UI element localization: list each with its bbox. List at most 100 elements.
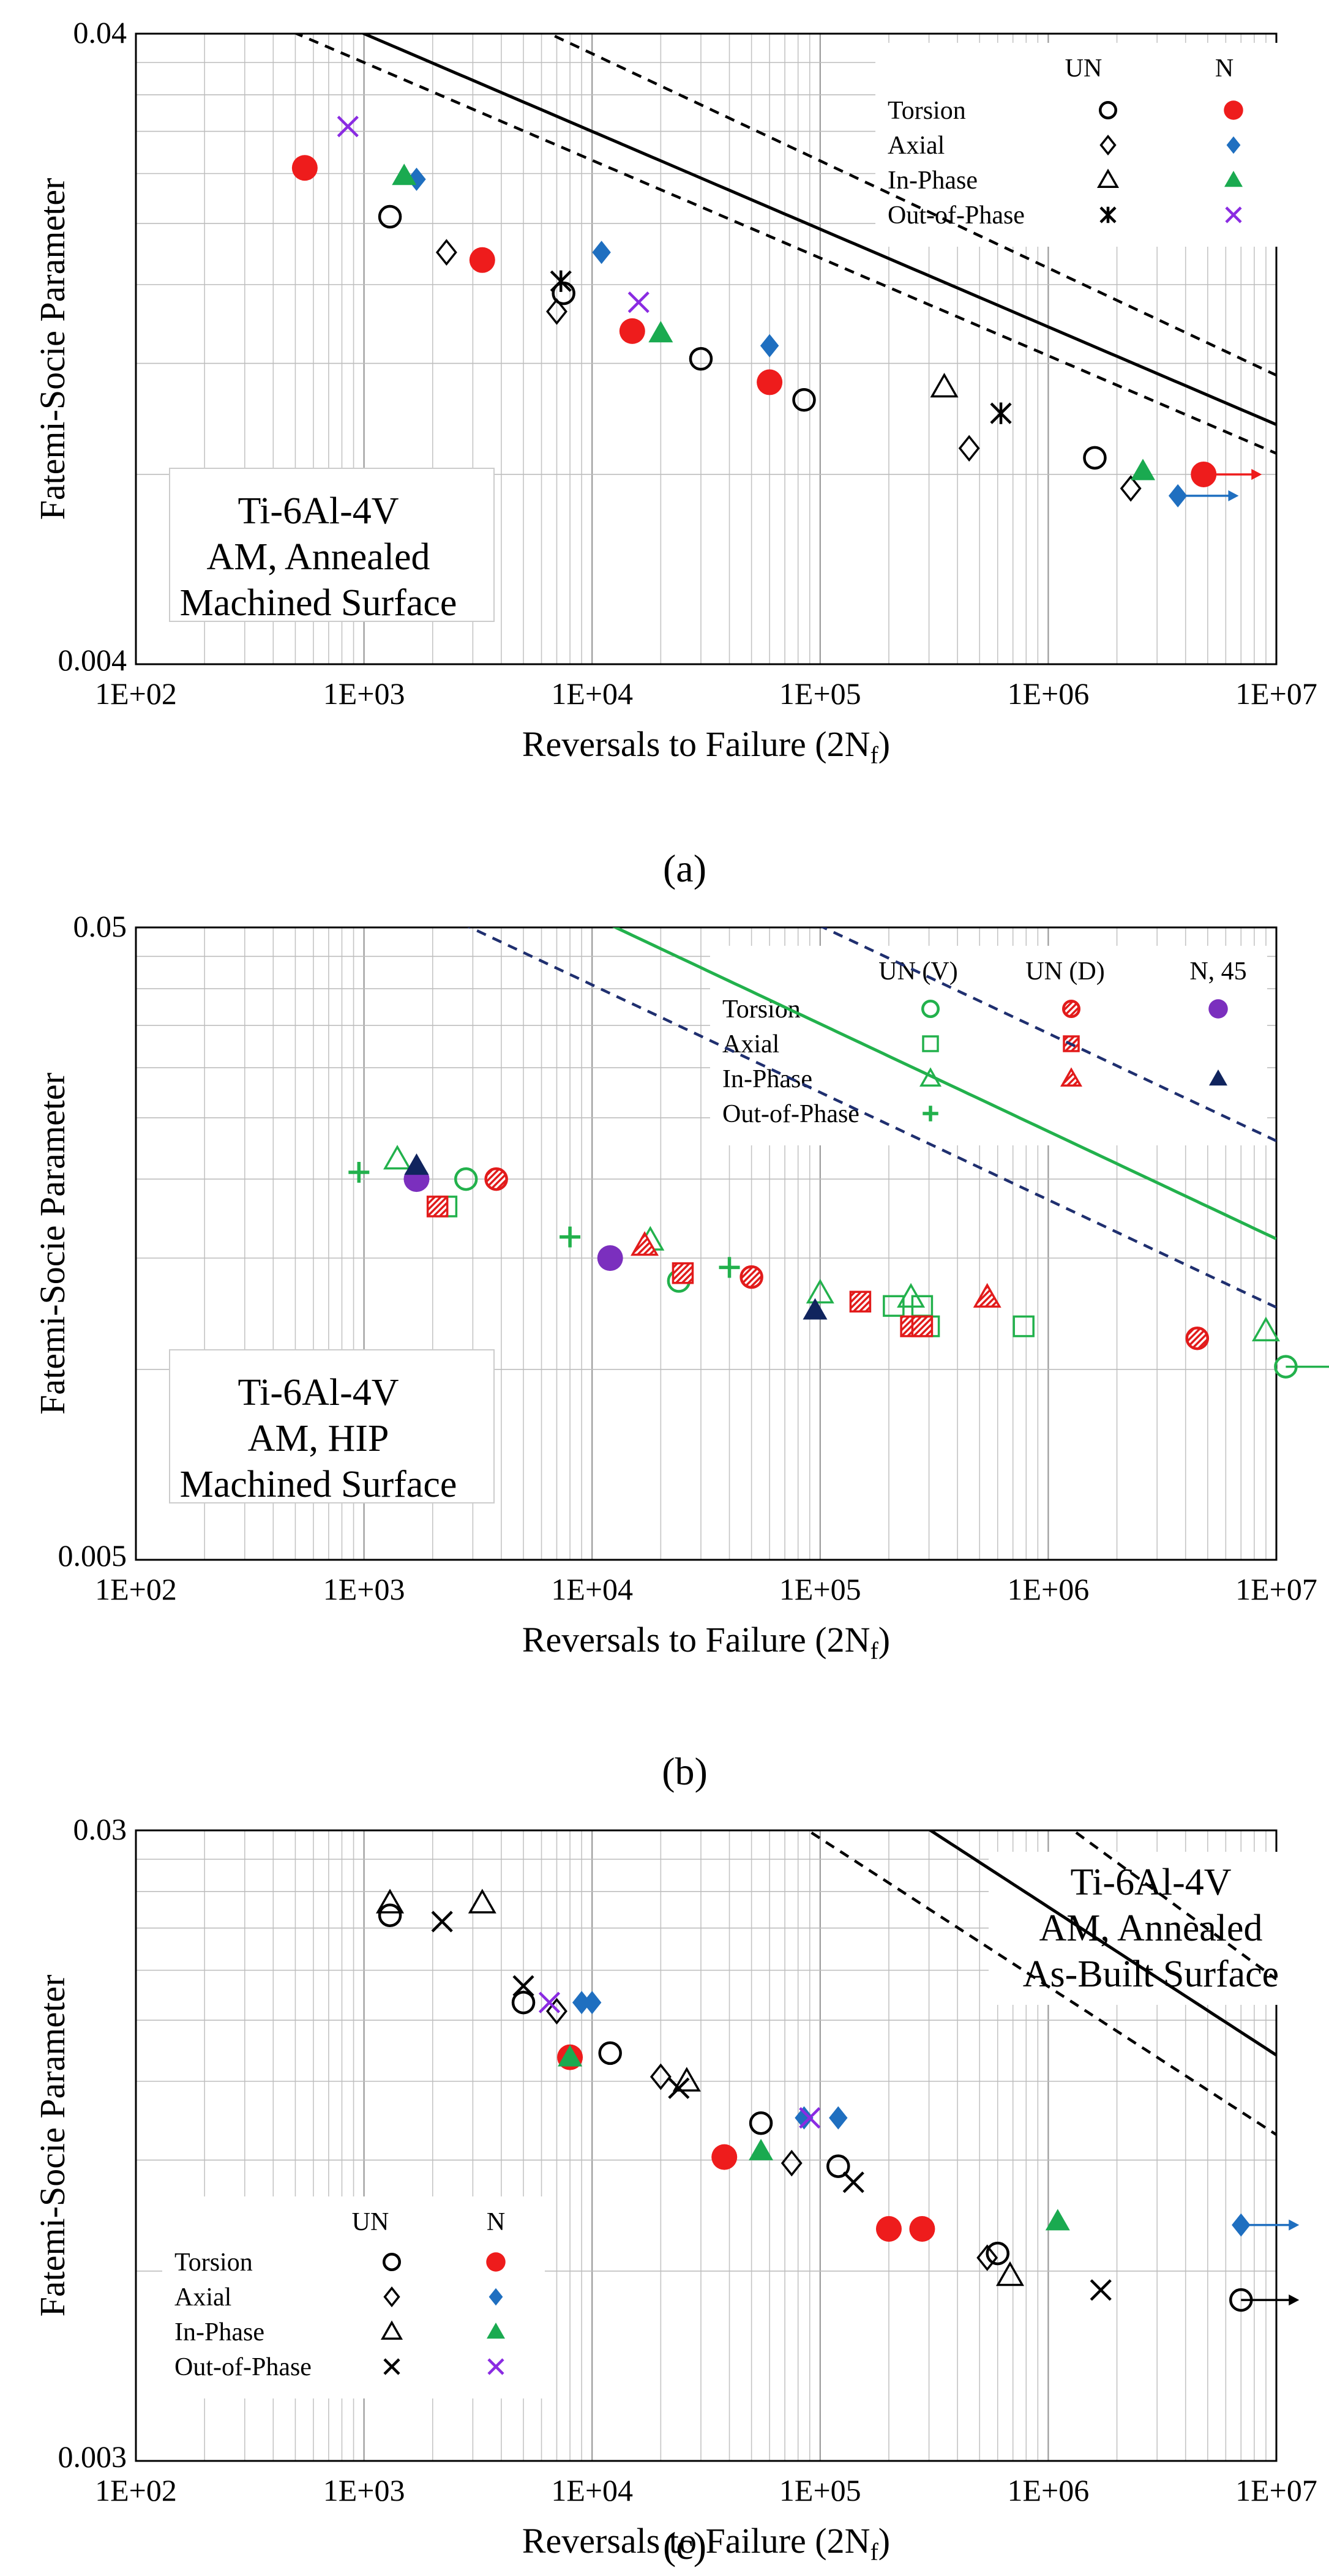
data-point [337,116,359,138]
legend-marker [1060,1067,1083,1087]
data-point [1013,1315,1035,1338]
data-point [558,2045,583,2067]
data-point [930,372,959,398]
data-point [550,270,572,292]
panel-label: (a) [663,847,706,890]
legend-column-header: N [487,2208,505,2236]
legend-row-label: Torsion [174,2248,253,2277]
legend-marker [922,1035,939,1052]
legend-marker [1208,999,1228,1019]
y-tick-label: 0.003 [58,2439,127,2474]
data-point [909,2215,935,2242]
runout-arrowhead [1228,490,1239,501]
legend-column-header: UN [352,2208,389,2236]
legend-marker [1224,171,1243,187]
fit-curve [360,34,1276,426]
data-point [781,2149,803,2177]
data-point [546,298,567,325]
data-point [668,2077,690,2099]
runout-arrows [1286,1365,1329,1368]
x-tick-label: 1E+04 [551,2473,633,2507]
annotation-line: Machined Surface [180,1464,457,1505]
annotation-box [169,468,495,622]
data-point [583,1991,602,2015]
legend-marker [487,2358,504,2375]
data-point [484,1167,508,1191]
panel-label: (c) [663,2524,706,2567]
legend-box [875,43,1282,247]
legend: UN N Torsion Axial In-Phase Out-of-Phase [875,43,1282,247]
data-points [376,1889,1253,2312]
data-points [291,116,1217,507]
legend-marker [1226,136,1241,154]
annotation-line: Ti-6Al-4V [1071,1862,1232,1903]
x-tick-label: 1E+04 [551,676,633,711]
data-point [849,1290,872,1313]
y-tick-label: 0.005 [58,1538,127,1573]
data-point [376,1889,405,1914]
data-point [958,435,980,462]
fit-curve [612,927,1276,1240]
data-point [1229,2288,1253,2312]
data-point [378,204,402,229]
legend-row-label: Axial [888,132,945,160]
data-point [546,1998,567,2025]
data-point [627,291,650,313]
data-point [799,2107,821,2129]
y-tick-label: 0.004 [58,643,127,677]
data-point [383,1145,412,1170]
data-point [648,321,673,343]
annotation-line: Ti-6Al-4V [238,490,399,532]
scatter-band-curve [546,34,1276,376]
data-point [597,1245,623,1271]
x-tick-label: 1E+05 [779,1572,861,1606]
legend-marker [489,2288,503,2306]
data-point [1131,459,1156,481]
y-tick-label: 0.03 [73,1812,127,1846]
scatter-band-curve [805,1830,1276,2136]
x-axis-label: Reversals to Failure (2Nf) [522,724,890,769]
data-point [806,1278,834,1304]
legend-row-label: In-Phase [888,167,978,195]
data-point [1120,475,1142,502]
data-point [749,2138,774,2160]
data-point [572,1991,591,2015]
chart-panel-1: UN N Torsion Axial In-Phase Out-of-Phase Ti-6A… [32,15,1317,890]
legend-marker [1225,206,1242,223]
legend-marker [1096,168,1120,188]
x-tick-label: 1E+04 [551,1572,633,1606]
x-axis-label: Reversals to Failure (2Nf) [522,2521,890,2566]
legend-marker [1099,134,1117,156]
data-points [348,1145,1298,1379]
data-point [897,1282,926,1308]
annotation-line: Ti-6Al-4V [238,1372,399,1413]
data-point [711,2144,738,2170]
y-tick-label: 0.04 [73,15,127,50]
data-point [407,167,426,191]
data-point [1232,2213,1251,2237]
legend-marker [923,1106,938,1121]
legend-marker [487,2323,505,2339]
annotation-box [169,1349,495,1503]
y-tick-label: 0.05 [73,909,127,943]
data-point [291,155,318,181]
data-point [1168,484,1188,507]
data-point [538,1991,561,2013]
y-axis-label: Fatemi-Socie Parameter [32,178,72,520]
legend-column-header: N [1215,54,1234,83]
x-tick-label: 1E+03 [323,2473,405,2507]
x-tick-label: 1E+02 [95,1572,177,1606]
annotation-line: AM, HIP [248,1418,389,1459]
annotation-line: AM, Annealed [1039,1908,1262,1949]
legend-marker [921,1000,940,1018]
data-point [1191,461,1217,487]
data-point [803,1298,828,1320]
data-point [672,1262,694,1284]
annotation-line: Machined Surface [180,582,457,624]
legend-row-label: Torsion [888,97,966,125]
data-point [739,1265,763,1289]
x-axis-label: Reversals to Failure (2Nf) [522,1620,890,1664]
data-point [469,247,495,273]
data-point [842,2171,864,2193]
